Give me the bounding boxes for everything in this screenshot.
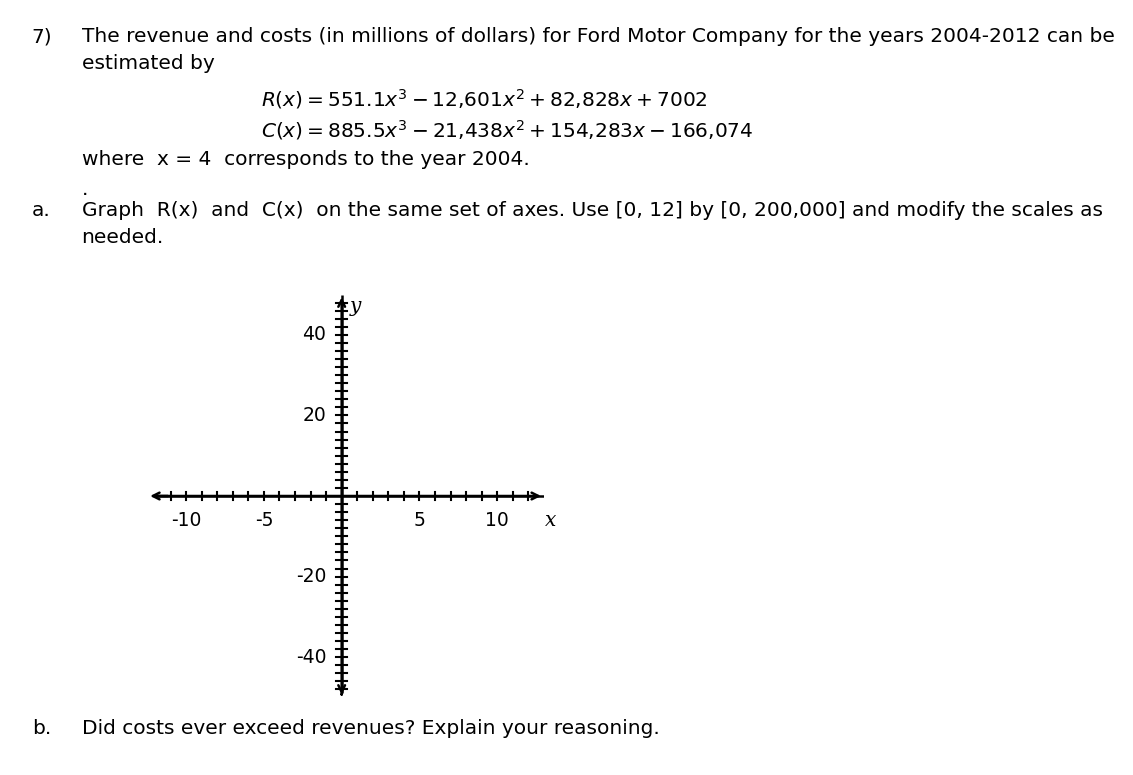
Text: needed.: needed. (82, 228, 164, 247)
Text: Did costs ever exceed revenues? Explain your reasoning.: Did costs ever exceed revenues? Explain … (82, 719, 659, 739)
Text: -5: -5 (255, 512, 273, 530)
Text: b.: b. (32, 719, 51, 739)
Text: 40: 40 (303, 326, 326, 344)
Text: a.: a. (32, 202, 51, 221)
Text: x: x (545, 512, 556, 530)
Text: y: y (349, 297, 360, 315)
Text: 10: 10 (485, 512, 509, 530)
Text: where  x = 4  corresponds to the year 2004.: where x = 4 corresponds to the year 2004… (82, 150, 529, 170)
Text: -40: -40 (296, 648, 326, 666)
Text: 20: 20 (303, 406, 326, 425)
Text: .: . (82, 180, 88, 199)
Text: -20: -20 (296, 567, 326, 586)
Text: The revenue and costs (in millions of dollars) for Ford Motor Company for the ye: The revenue and costs (in millions of do… (82, 27, 1115, 46)
Text: $C(x) = 885.5x^3 - 21{,}438x^2 + 154{,}283x - 166{,}074$: $C(x) = 885.5x^3 - 21{,}438x^2 + 154{,}2… (261, 118, 753, 142)
Text: -10: -10 (171, 512, 202, 530)
Text: $R(x) = 551.1x^3 - 12{,}601x^2 + 82{,}828x + 7002$: $R(x) = 551.1x^3 - 12{,}601x^2 + 82{,}82… (261, 87, 707, 111)
Text: estimated by: estimated by (82, 54, 214, 74)
Text: 7): 7) (32, 27, 52, 46)
Text: 5: 5 (414, 512, 425, 530)
Text: Graph  R(x)  and  C(x)  on the same set of axes. Use [0, 12] by [0, 200,000] and: Graph R(x) and C(x) on the same set of a… (82, 202, 1102, 221)
